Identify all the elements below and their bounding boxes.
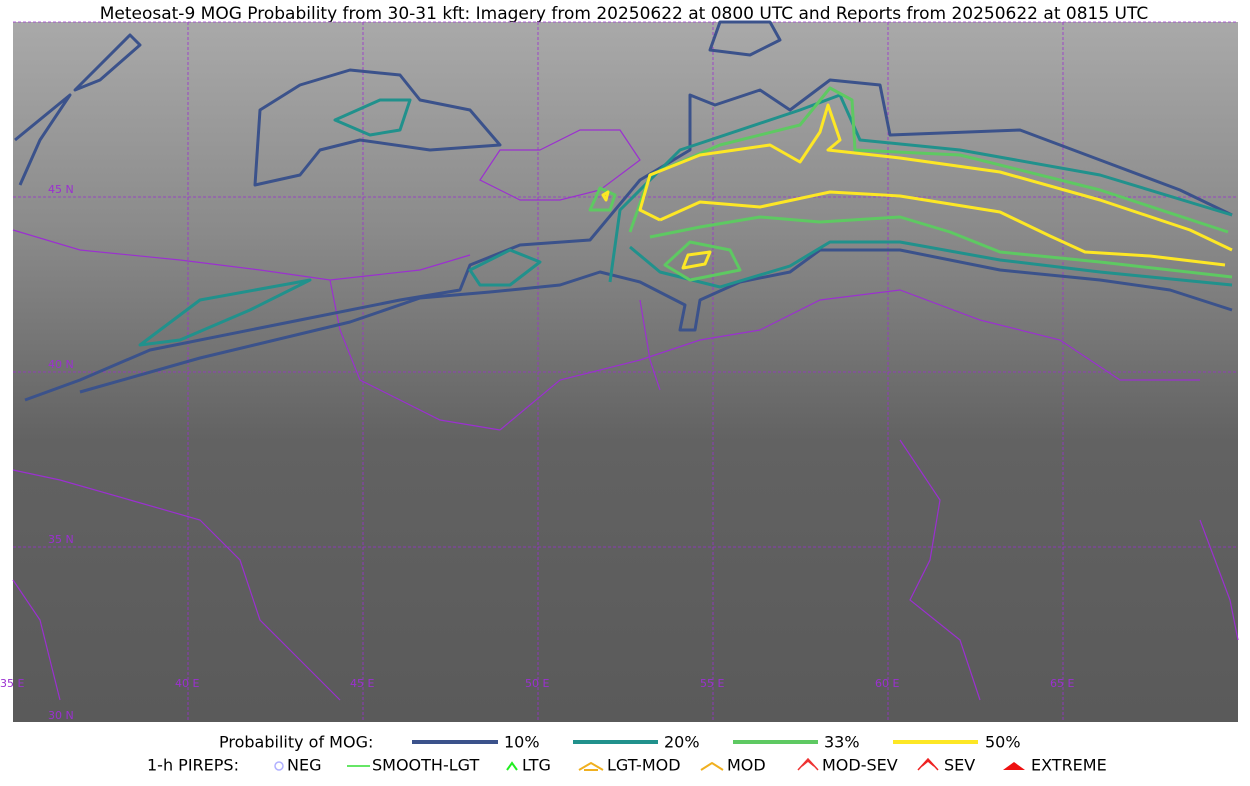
lat-label: 40 N [48, 358, 74, 371]
lat-label: 35 N [48, 533, 74, 546]
contour-20 [138, 93, 1233, 347]
title: Meteosat-9 MOG Probability from 30-31 kf… [100, 4, 1149, 24]
lon-label: 35 E [0, 677, 24, 690]
lon-label: 50 E [525, 677, 549, 690]
contour-10 [14, 20, 782, 187]
contours [14, 20, 1233, 402]
legend-label: LGT-MOD [607, 756, 681, 775]
legend-title: Probability of MOG: [219, 733, 373, 752]
pirep-symbol [1003, 762, 1025, 770]
contour-10 [24, 78, 1233, 402]
legend-label: 20% [664, 733, 700, 752]
legend-label: 10% [504, 733, 540, 752]
borders [12, 129, 1239, 701]
legend-label: 50% [985, 733, 1021, 752]
contour-50 [601, 103, 1233, 270]
legend-label: NEG [287, 756, 321, 775]
pirep-symbol [700, 761, 724, 771]
contour-33 [588, 86, 1233, 282]
legend-label: EXTREME [1031, 756, 1107, 775]
legend-title: 1-h PIREPS: [147, 756, 239, 775]
legend-label: MOD [727, 756, 766, 775]
lon-label: 60 E [875, 677, 899, 690]
legend: Probability of MOG: 10% 20% 33% 50% 1-h … [147, 733, 1107, 775]
lon-label: 40 E [175, 677, 199, 690]
legend-label: 33% [824, 733, 860, 752]
legend-label: LTG [522, 756, 551, 775]
pirep-symbol [917, 757, 939, 771]
legend-label: SMOOTH-LGT [372, 756, 479, 775]
pirep-symbol [274, 761, 284, 771]
pirep-symbol [506, 761, 518, 771]
legend-label: SEV [944, 756, 975, 775]
pirep-symbol [578, 761, 604, 771]
pirep-symbol [797, 757, 819, 771]
lon-label: 65 E [1050, 677, 1074, 690]
lon-label: 45 E [350, 677, 374, 690]
legend-label: MOD-SEV [822, 756, 898, 775]
map-labels: 45 N 40 N 35 N 30 N 35 E 40 E 45 E 50 E … [0, 183, 1074, 722]
lat-label: 45 N [48, 183, 74, 196]
lon-label: 55 E [700, 677, 724, 690]
map: 45 N 40 N 35 N 30 N 35 E 40 E 45 E 50 E … [0, 20, 1239, 722]
lat-label: 30 N [48, 709, 74, 722]
